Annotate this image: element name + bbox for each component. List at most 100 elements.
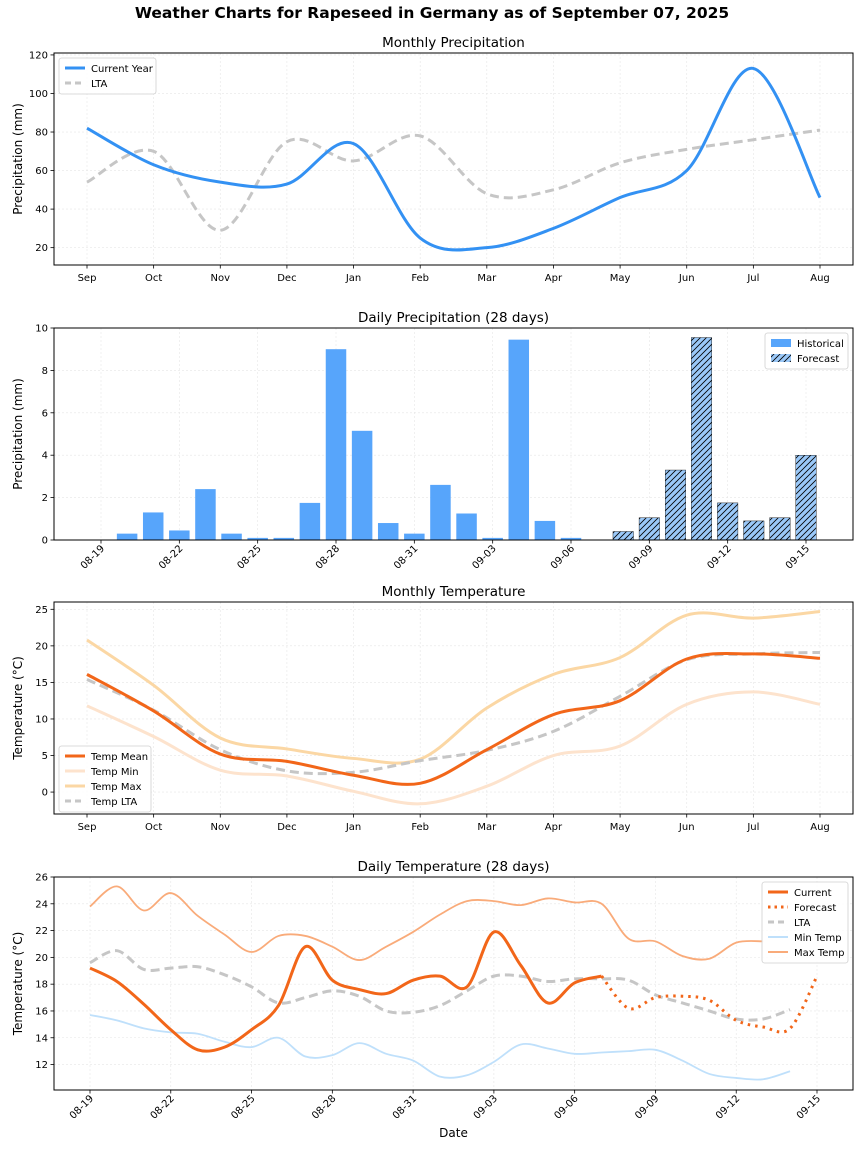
x-tick-label: Oct: [145, 273, 162, 284]
legend-item: Forecast: [771, 354, 839, 365]
x-tick-label: Nov: [211, 273, 231, 284]
chart-title: Daily Precipitation (28 days): [358, 310, 549, 326]
legend-item: Temp LTA: [65, 797, 137, 808]
bar-historical: [142, 512, 164, 540]
chart-title: Monthly Precipitation: [382, 35, 525, 51]
axes-frame: [53, 52, 854, 266]
legend-label: Forecast: [794, 903, 836, 914]
bar-historical: [404, 533, 425, 540]
bar-historical: [299, 502, 321, 540]
x-tick-label: 08-31: [391, 1093, 419, 1121]
chart-daily-temperature: 12 14 16 18 20 22 24 26 08-19 08-22 08-25 08-28 08-3…: [11, 859, 854, 1140]
y-tick-label: 14: [35, 1033, 48, 1044]
x-tick-label: Nov: [211, 822, 231, 833]
y-tick-label: 12: [35, 1060, 48, 1071]
legend-item: LTA: [65, 79, 108, 90]
y-tick-label: 120: [29, 50, 48, 61]
x-tick-label: 09-09: [627, 543, 655, 571]
series-line-lta: [86, 128, 821, 232]
x-tick-label: Apr: [545, 273, 563, 284]
legend-label: Historical: [797, 339, 844, 350]
y-tick-label: 10: [35, 324, 48, 335]
x-tick-label: 09-09: [633, 1093, 661, 1121]
legend-item: Max Temp: [768, 948, 845, 959]
x-tick-label: May: [610, 273, 631, 284]
bar-forecast: [743, 520, 765, 541]
y-tick-label: 4: [42, 451, 48, 462]
bar-historical: [116, 533, 138, 540]
legend-item: Forecast: [768, 903, 836, 914]
x-tick-label: Dec: [277, 822, 296, 833]
y-tick-label: 22: [35, 926, 48, 937]
legend-label: Temp Min: [90, 767, 139, 778]
x-tick-label: Mar: [477, 822, 497, 833]
bar-historical: [273, 537, 295, 540]
series-line-current-year: [86, 66, 822, 252]
bar-historical: [169, 530, 190, 540]
legend-label: Max Temp: [794, 948, 845, 959]
legend-label: Min Temp: [794, 933, 842, 944]
y-tick-label: 40: [35, 205, 48, 216]
bar-historical: [325, 349, 347, 540]
y-tick-label: 25: [35, 605, 48, 616]
x-tick-label: Mar: [477, 273, 497, 284]
legend-item: LTA: [768, 918, 811, 929]
legend-item: Temp Mean: [65, 752, 148, 763]
y-tick-label: 60: [35, 166, 48, 177]
y-tick-label: 20: [35, 641, 48, 652]
axes-frame: [53, 327, 854, 541]
x-tick-label: Oct: [145, 822, 162, 833]
legend-item: Min Temp: [768, 933, 842, 944]
bar-forecast: [664, 469, 686, 541]
bar-historical: [195, 489, 216, 540]
x-tick-label: 09-12: [714, 1093, 742, 1121]
y-axis-label: Precipitation (mm): [11, 378, 25, 490]
y-tick-label: 26: [35, 873, 48, 884]
x-tick-label: Feb: [411, 822, 429, 833]
series-line-temp-min: [86, 690, 821, 806]
legend-item: Historical: [771, 339, 844, 350]
legend-label: Temp LTA: [90, 797, 137, 808]
y-tick-label: 18: [35, 980, 48, 991]
legend-item: Temp Max: [65, 782, 142, 793]
bar-historical: [221, 533, 242, 540]
bar-historical: [508, 339, 530, 540]
legend-item: Temp Min: [65, 767, 139, 778]
y-tick-label: 0: [42, 536, 48, 547]
y-tick-label: 20: [35, 953, 48, 964]
x-tick-label: Aug: [810, 822, 830, 833]
x-tick-label: 09-15: [784, 543, 812, 571]
x-tick-label: 08-22: [149, 1093, 177, 1121]
x-tick-label: 08-22: [157, 543, 185, 571]
x-tick-label: 08-25: [229, 1093, 257, 1121]
legend-box: [58, 745, 152, 813]
bar-forecast: [769, 517, 791, 541]
y-tick-label: 10: [35, 714, 48, 725]
x-tick-label: Sep: [78, 822, 97, 833]
legend-item: Current Year: [65, 64, 154, 75]
legend-label: Current: [794, 888, 832, 899]
x-tick-label: 09-03: [472, 1093, 500, 1121]
x-tick-label: 08-19: [79, 543, 107, 571]
bar-forecast: [795, 455, 817, 541]
x-tick-label: 09-06: [552, 1093, 580, 1121]
bar-historical: [377, 523, 399, 540]
x-tick-label: Sep: [78, 273, 97, 284]
y-tick-label: 24: [35, 899, 48, 910]
legend-box: [761, 881, 849, 964]
bar-historical: [456, 513, 477, 540]
series-line-current: [89, 930, 602, 1053]
series-line-temp-mean: [86, 652, 821, 786]
x-tick-label: 08-28: [314, 543, 342, 571]
x-tick-label: May: [610, 822, 631, 833]
y-axis-label: Temperature (°C): [11, 656, 25, 761]
legend-label: LTA: [91, 79, 108, 90]
bar-historical: [247, 537, 268, 540]
series-line-max-temp: [89, 885, 764, 961]
y-tick-label: 8: [42, 366, 48, 377]
x-tick-label: Jun: [678, 273, 695, 284]
series-line-temp-max: [86, 610, 821, 765]
series-line-min-temp: [89, 1014, 791, 1081]
bar-historical: [560, 537, 582, 540]
